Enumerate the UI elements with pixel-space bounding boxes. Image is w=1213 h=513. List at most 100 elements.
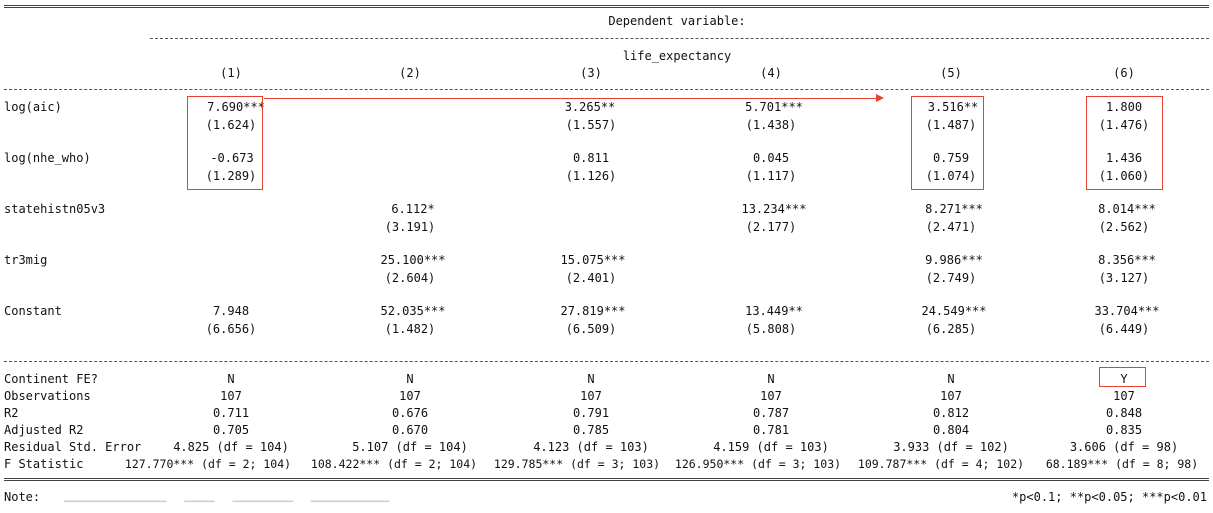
std-error-cell: (1.117)	[745, 169, 797, 183]
column-header: (3)	[580, 66, 602, 80]
stat-cell: N	[587, 372, 595, 386]
coefficient-cell: 15.075***	[560, 253, 626, 267]
coefficient-cell: 8.356***	[1098, 253, 1156, 267]
stat-cell: 3.933 (df = 102)	[893, 440, 1009, 454]
stat-cell: 107	[220, 389, 242, 403]
std-error-cell: (2.749)	[925, 271, 977, 285]
coefficient-cell: -0.673	[210, 151, 254, 165]
row-label: Residual Std. Error	[4, 440, 142, 454]
stat-cell: 0.781	[752, 423, 790, 437]
stat-cell: 0.676	[391, 406, 429, 420]
note-label: Note:	[4, 490, 41, 504]
stat-cell: 0.705	[212, 423, 250, 437]
dependent-variable-name: life_expectancy	[622, 49, 732, 63]
coefficient-cell: 13.234***	[741, 202, 807, 216]
stat-cell: 0.787	[752, 406, 790, 420]
row-label: statehistn05v3	[4, 202, 106, 216]
stat-cell: 3.606 (df = 98)	[1069, 440, 1179, 454]
std-error-cell: (1.482)	[384, 322, 436, 336]
stat-cell: N	[227, 372, 235, 386]
std-error-cell: (1.074)	[925, 169, 977, 183]
std-error-cell: (3.127)	[1098, 271, 1150, 285]
std-error-cell: (5.808)	[745, 322, 797, 336]
coefficient-cell: 25.100***	[380, 253, 446, 267]
annotation-arrow-head	[876, 94, 884, 102]
stats-dashed-rule	[4, 361, 1209, 362]
std-error-cell: (1.487)	[925, 118, 977, 132]
stat-cell: 126.950*** (df = 3; 103)	[674, 457, 842, 471]
stat-cell: 0.711	[212, 406, 250, 420]
coefficient-cell: 1.800	[1105, 100, 1143, 114]
std-error-cell: (2.471)	[925, 220, 977, 234]
coefficient-cell: 6.112*	[391, 202, 435, 216]
std-error-cell: (2.562)	[1098, 220, 1150, 234]
stat-cell: 0.791	[572, 406, 610, 420]
coefficient-cell: 13.449**	[745, 304, 803, 318]
std-error-cell: (1.624)	[205, 118, 257, 132]
row-label: F Statistic	[4, 457, 84, 471]
coefficient-cell: 5.701***	[745, 100, 803, 114]
stat-cell: Y	[1120, 372, 1128, 386]
dependent-variable-caption: Dependent variable:	[608, 14, 746, 28]
column-header: (2)	[399, 66, 421, 80]
column-header: (5)	[940, 66, 962, 80]
row-label: Adjusted R2	[4, 423, 84, 437]
std-error-cell: (6.656)	[205, 322, 257, 336]
row-label: Continent FE?	[4, 372, 98, 386]
std-error-cell: (2.401)	[565, 271, 617, 285]
coefficient-cell: 7.690***	[207, 100, 265, 114]
faint-scan-residue: ▔▔▔▔▔▔▔▔▔▔▔▔▔▔▔▔▔ ▔▔▔▔▔ ▔▔▔▔▔▔▔▔▔▔ ▔▔▔▔▔…	[64, 502, 390, 513]
stat-cell: 5.107 (df = 104)	[352, 440, 468, 454]
std-error-cell: (6.509)	[565, 322, 617, 336]
highlight-box-col1-coefs	[187, 96, 263, 190]
coefficient-cell: 8.014***	[1098, 202, 1156, 216]
row-label: R2	[4, 406, 19, 420]
stat-cell: 68.189*** (df = 8; 98)	[1045, 457, 1199, 471]
std-error-cell: (2.604)	[384, 271, 436, 285]
coefficient-cell: 27.819***	[560, 304, 626, 318]
coefficient-cell: 1.436	[1105, 151, 1143, 165]
top-double-rule	[4, 5, 1209, 8]
coefficient-cell: 3.516**	[927, 100, 979, 114]
stat-cell: 0.835	[1105, 423, 1143, 437]
stat-cell: 0.785	[572, 423, 610, 437]
coefficient-cell: 9.986***	[925, 253, 983, 267]
stat-cell: 107	[399, 389, 421, 403]
column-header: (6)	[1113, 66, 1135, 80]
column-header-dashed-rule	[4, 89, 1209, 90]
coefficient-cell: 52.035***	[380, 304, 446, 318]
std-error-cell: (1.126)	[565, 169, 617, 183]
std-error-cell: (2.177)	[745, 220, 797, 234]
stat-cell: 127.770*** (df = 2; 104)	[124, 457, 292, 471]
coefficient-cell: 24.549***	[921, 304, 987, 318]
coefficient-cell: 0.759	[932, 151, 970, 165]
stat-cell: 4.825 (df = 104)	[173, 440, 289, 454]
column-header: (1)	[220, 66, 242, 80]
row-label: Constant	[4, 304, 62, 318]
highlight-box-col6-coefs	[1086, 96, 1163, 190]
stat-cell: 107	[580, 389, 602, 403]
coefficient-cell: 33.704***	[1094, 304, 1160, 318]
stat-cell: 107	[1113, 389, 1135, 403]
stat-cell: 109.787*** (df = 4; 102)	[857, 457, 1025, 471]
bottom-double-rule	[4, 478, 1209, 481]
highlight-box-col5-coefs	[911, 96, 984, 190]
stat-cell: N	[406, 372, 414, 386]
std-error-cell: (1.289)	[205, 169, 257, 183]
stat-cell: 107	[940, 389, 962, 403]
stat-cell: N	[947, 372, 955, 386]
stat-cell: 107	[760, 389, 782, 403]
stat-cell: 129.785*** (df = 3; 103)	[493, 457, 661, 471]
header-dashed-rule	[150, 38, 1209, 39]
stat-cell: 0.812	[932, 406, 970, 420]
std-error-cell: (3.191)	[384, 220, 436, 234]
row-label: Observations	[4, 389, 91, 403]
coefficient-cell: 7.948	[212, 304, 250, 318]
coefficient-cell: 3.265**	[564, 100, 616, 114]
stat-cell: 0.670	[391, 423, 429, 437]
std-error-cell: (1.476)	[1098, 118, 1150, 132]
stat-cell: 108.422*** (df = 2; 104)	[310, 457, 478, 471]
std-error-cell: (6.449)	[1098, 322, 1150, 336]
coefficient-cell: 8.271***	[925, 202, 983, 216]
std-error-cell: (1.060)	[1098, 169, 1150, 183]
